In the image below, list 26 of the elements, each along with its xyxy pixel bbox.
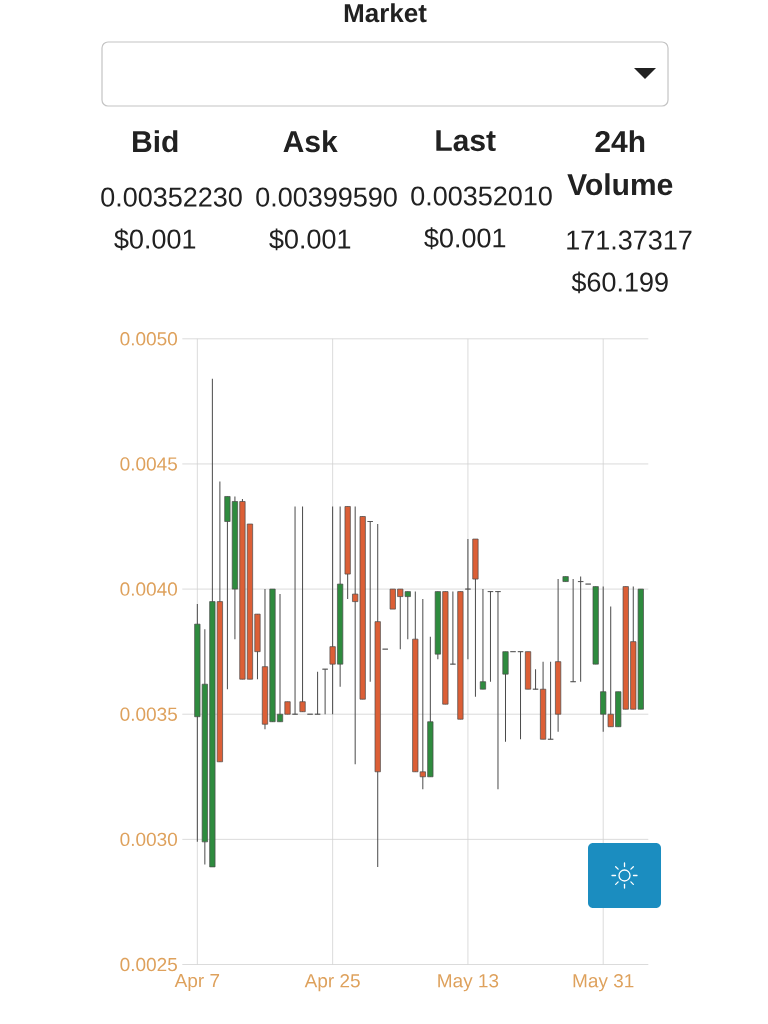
text: Last <box>436 130 496 152</box>
text: $0.001 <box>114 228 196 251</box>
text: Bid <box>133 130 178 153</box>
text: 0.00352010 <box>411 186 552 206</box>
text: Market <box>344 3 427 23</box>
text: 24h Volume <box>567 130 673 196</box>
y-tick-label: 0.0035 <box>120 707 177 721</box>
text: 171.37317 <box>567 230 692 250</box>
text: $60.199 <box>571 271 668 294</box>
text: $0.001 <box>269 228 351 251</box>
x-tick-label: Apr 25 <box>304 974 360 992</box>
y-tick-label: 0.0050 <box>120 332 178 346</box>
y-tick-label: 0.0025 <box>120 957 177 972</box>
x-tick-label: Apr 7 <box>174 974 220 992</box>
y-tick-label: 0.0040 <box>120 582 178 596</box>
y-tick-label: 0.0030 <box>120 832 178 847</box>
x-tick-label: May 31 <box>573 974 634 992</box>
candlestick <box>479 588 486 690</box>
candlestick <box>464 538 471 660</box>
x-tick-label: May 13 <box>438 974 499 992</box>
text: 0.00399590 <box>256 187 397 207</box>
candlestick <box>299 505 306 713</box>
y-tick-label: 0.0045 <box>120 457 177 471</box>
text: 0.00352230 <box>101 187 242 207</box>
text: $0.001 <box>424 227 506 250</box>
text: Ask <box>283 130 338 153</box>
